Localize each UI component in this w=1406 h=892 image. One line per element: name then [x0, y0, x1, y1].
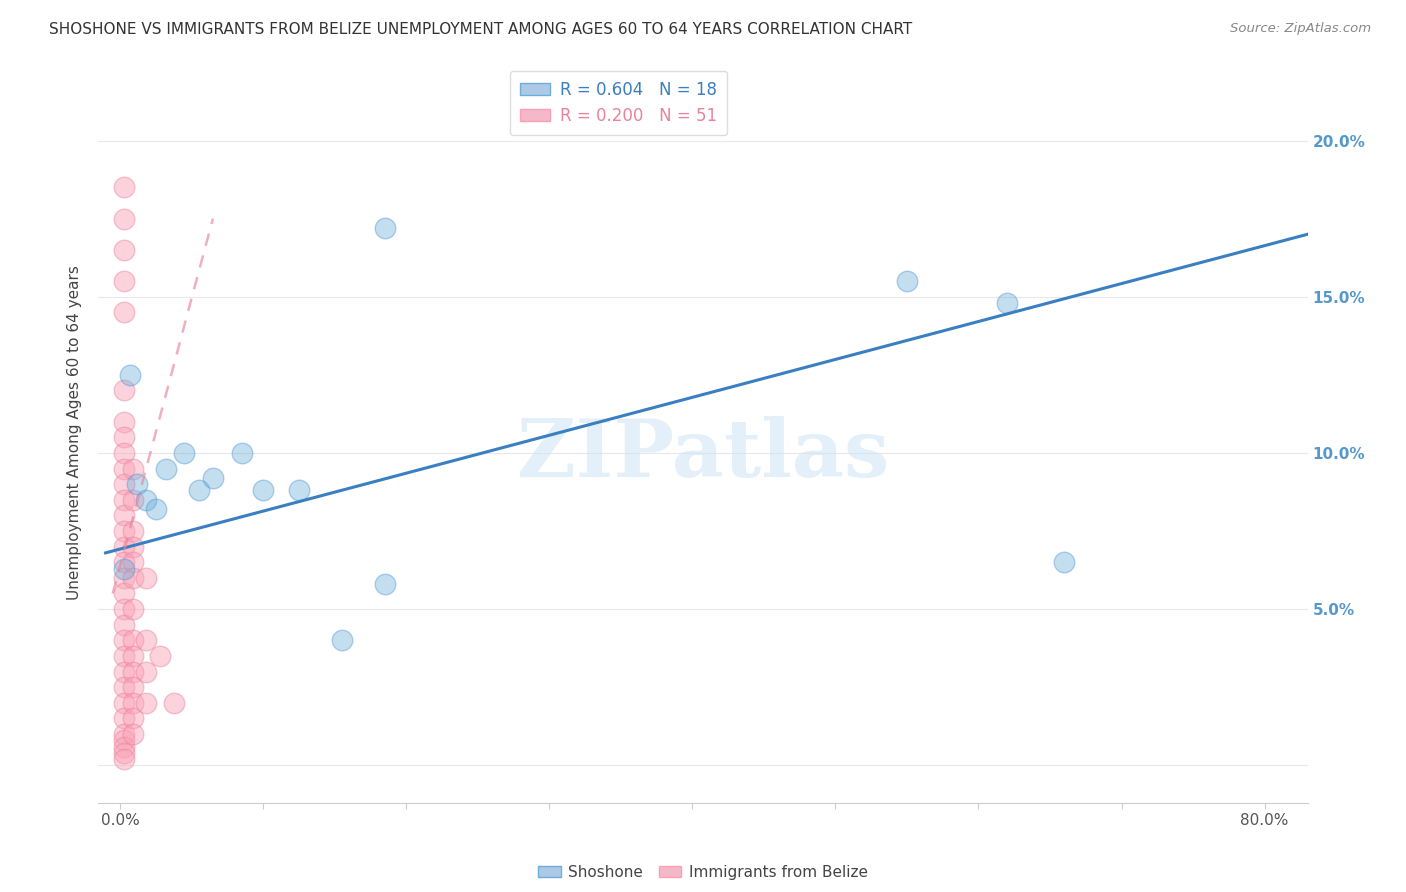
- Point: [112, 665, 135, 679]
- Point: [112, 477, 135, 491]
- Point: [112, 384, 135, 398]
- Point: [112, 752, 135, 766]
- Point: [112, 492, 135, 507]
- Y-axis label: Unemployment Among Ages 60 to 64 years: Unemployment Among Ages 60 to 64 years: [67, 265, 83, 600]
- Point: [121, 524, 143, 538]
- Point: [112, 739, 135, 754]
- Point: [121, 633, 143, 648]
- Point: [112, 602, 135, 616]
- Point: [163, 696, 186, 710]
- Point: [112, 648, 135, 663]
- Point: [112, 555, 135, 569]
- Legend: Shoshone, Immigrants from Belize: Shoshone, Immigrants from Belize: [531, 859, 875, 886]
- Point: [112, 633, 135, 648]
- Text: Source: ZipAtlas.com: Source: ZipAtlas.com: [1230, 22, 1371, 36]
- Point: [112, 461, 135, 475]
- Point: [121, 665, 143, 679]
- Point: [112, 586, 135, 600]
- Point: [155, 461, 177, 475]
- Point: [121, 492, 143, 507]
- Point: [112, 243, 135, 257]
- Point: [112, 540, 135, 554]
- Point: [121, 727, 143, 741]
- Point: [135, 571, 157, 585]
- Point: [896, 274, 918, 288]
- Point: [135, 633, 157, 648]
- Point: [135, 696, 157, 710]
- Text: ZIPatlas: ZIPatlas: [517, 416, 889, 494]
- Point: [187, 483, 209, 498]
- Point: [112, 211, 135, 226]
- Point: [112, 733, 135, 747]
- Point: [121, 711, 143, 725]
- Point: [112, 508, 135, 523]
- Point: [252, 483, 274, 498]
- Point: [121, 555, 143, 569]
- Point: [121, 540, 143, 554]
- Point: [112, 274, 135, 288]
- Point: [135, 492, 157, 507]
- Point: [135, 665, 157, 679]
- Point: [231, 446, 253, 460]
- Point: [112, 305, 135, 319]
- Point: [112, 727, 135, 741]
- Point: [201, 471, 224, 485]
- Point: [125, 477, 148, 491]
- Point: [330, 633, 353, 648]
- Point: [118, 368, 141, 382]
- Point: [995, 296, 1018, 310]
- Point: [121, 461, 143, 475]
- Point: [121, 648, 143, 663]
- Point: [112, 446, 135, 460]
- Point: [121, 696, 143, 710]
- Point: [112, 711, 135, 725]
- Point: [149, 648, 172, 663]
- Point: [112, 524, 135, 538]
- Point: [1053, 555, 1076, 569]
- Point: [173, 446, 195, 460]
- Text: SHOSHONE VS IMMIGRANTS FROM BELIZE UNEMPLOYMENT AMONG AGES 60 TO 64 YEARS CORREL: SHOSHONE VS IMMIGRANTS FROM BELIZE UNEMP…: [49, 22, 912, 37]
- Point: [287, 483, 309, 498]
- Point: [112, 680, 135, 694]
- Point: [145, 502, 167, 516]
- Point: [112, 746, 135, 760]
- Point: [112, 180, 135, 194]
- Point: [112, 430, 135, 444]
- Point: [112, 415, 135, 429]
- Point: [374, 577, 396, 591]
- Point: [374, 221, 396, 235]
- Point: [121, 571, 143, 585]
- Point: [112, 696, 135, 710]
- Point: [121, 680, 143, 694]
- Point: [112, 561, 135, 575]
- Point: [112, 617, 135, 632]
- Point: [112, 571, 135, 585]
- Point: [121, 602, 143, 616]
